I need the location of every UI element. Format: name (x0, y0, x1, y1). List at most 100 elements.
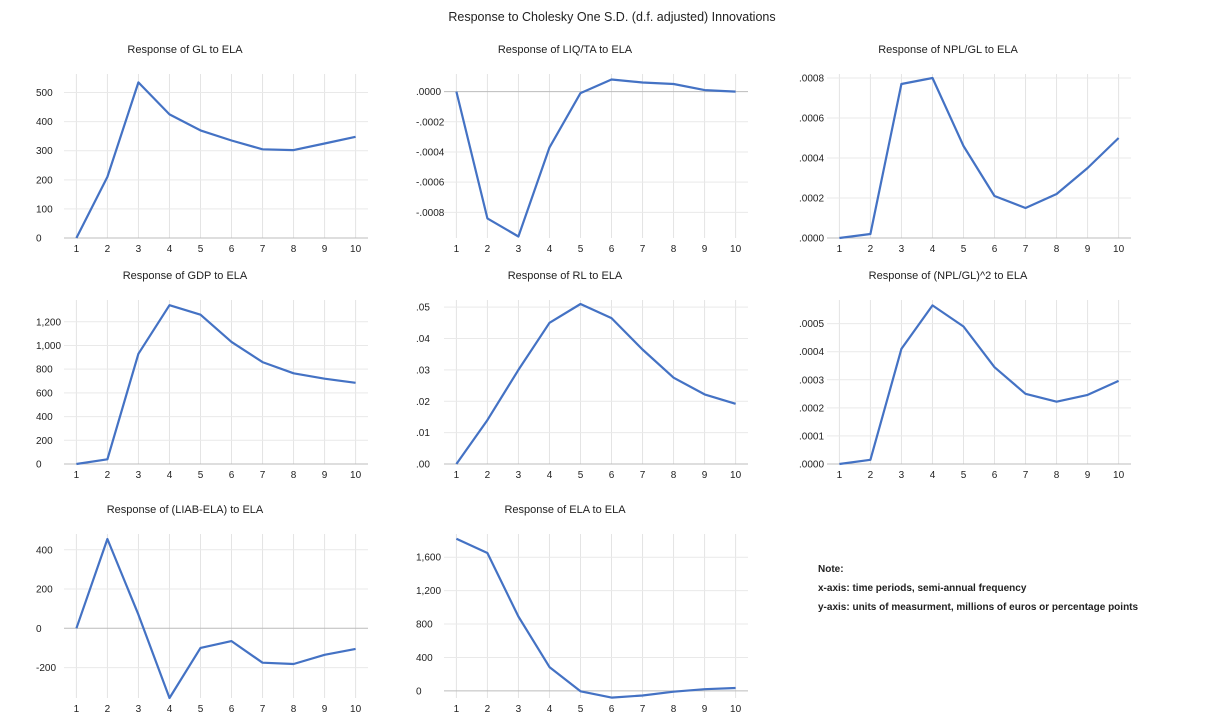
data-point (292, 663, 294, 665)
y-tick-label: -.0004 (416, 147, 445, 158)
x-tick-label: 2 (105, 244, 111, 255)
data-point (734, 687, 736, 689)
y-tick-label: 0 (416, 686, 422, 697)
x-tick-label: 9 (322, 470, 328, 481)
y-tick-label: 500 (36, 88, 53, 99)
y-tick-label: 400 (416, 653, 433, 664)
y-tick-label: 300 (36, 146, 53, 157)
data-point (610, 317, 612, 319)
x-tick-label: 9 (322, 244, 328, 255)
y-tick-label: 400 (36, 545, 53, 556)
x-tick-label: 4 (547, 704, 553, 715)
data-point (486, 217, 488, 219)
data-point (548, 666, 550, 668)
x-tick-label: 8 (671, 704, 677, 715)
data-point (1086, 394, 1088, 396)
data-point (1117, 380, 1119, 382)
y-tick-label: .04 (416, 334, 430, 345)
data-point (261, 148, 263, 150)
x-tick-label: 1 (454, 704, 460, 715)
x-tick-label: 8 (1054, 470, 1060, 481)
data-point (137, 353, 139, 355)
x-tick-label: 1 (837, 470, 843, 481)
series-line (455, 78, 736, 238)
y-tick-label: 1,000 (36, 341, 61, 352)
chart-panel: Response of RL to ELA .00 .01 .02 .03 .04 .05 1… (380, 270, 750, 482)
data-point (869, 459, 871, 461)
chart-panel: Response of LIQ/TA to ELA .0000 -.0002 -.00… (380, 44, 750, 256)
x-tick-label: 6 (229, 704, 235, 715)
data-point (230, 341, 232, 343)
x-tick-label: 4 (167, 244, 173, 255)
series-line (455, 302, 736, 465)
data-point (106, 176, 108, 178)
x-tick-label: 6 (229, 244, 235, 255)
y-tick-label: 1,600 (416, 553, 441, 564)
y-tick-label: 0 (36, 624, 42, 635)
chart-title: Response of GDP to ELA (122, 270, 248, 282)
x-tick-label: 2 (485, 704, 491, 715)
x-tick-label: 2 (105, 704, 111, 715)
data-point (106, 458, 108, 460)
chart-svg: 0 400 800 1,200 1,600 1 2 3 4 5 6 7 8 9 10 (416, 534, 748, 715)
chart-panel: Response of GDP to ELA 0 200 400 600 800 1,000… (0, 270, 370, 482)
x-tick-label: 4 (167, 704, 173, 715)
x-tick-label: 7 (260, 470, 266, 481)
x-tick-label: 2 (868, 470, 874, 481)
data-point (838, 237, 840, 239)
data-point (354, 382, 356, 384)
data-point (838, 463, 840, 465)
y-tick-label: -200 (36, 663, 56, 674)
x-tick-label: 9 (1085, 244, 1091, 255)
x-tick-label: 10 (1113, 470, 1125, 481)
y-tick-label: -.0002 (416, 117, 445, 128)
data-point (993, 195, 995, 197)
x-tick-label: 3 (516, 244, 522, 255)
y-tick-label: -.0008 (416, 208, 445, 219)
y-tick-label: .0004 (799, 154, 824, 165)
data-point (75, 463, 77, 465)
data-point (75, 627, 77, 629)
data-point (230, 139, 232, 141)
y-tick-label: .0008 (799, 74, 824, 85)
data-point (261, 361, 263, 363)
x-tick-label: 8 (291, 470, 297, 481)
data-point (1117, 137, 1119, 139)
data-point (641, 81, 643, 83)
y-tick-label: .0000 (799, 460, 824, 471)
y-tick-label: 0 (36, 460, 42, 471)
data-point (672, 377, 674, 379)
x-tick-label: 8 (671, 244, 677, 255)
data-point (641, 694, 643, 696)
y-tick-label: 1,200 (416, 586, 441, 597)
x-tick-label: 7 (1023, 244, 1029, 255)
chart-svg: -200 0 200 400 1 2 3 4 5 6 7 8 9 10 (36, 534, 368, 715)
data-point (672, 83, 674, 85)
x-tick-label: 1 (74, 704, 80, 715)
data-point (703, 89, 705, 91)
data-point (517, 235, 519, 237)
x-tick-label: 10 (1113, 244, 1125, 255)
x-tick-label: 6 (609, 244, 615, 255)
y-tick-label: 800 (416, 620, 433, 631)
x-tick-label: 7 (260, 704, 266, 715)
note-line-x: x-axis: time periods, semi-annual freque… (818, 583, 1027, 594)
y-tick-label: 100 (36, 204, 53, 215)
data-point (168, 697, 170, 699)
x-tick-label: 3 (136, 470, 142, 481)
x-tick-label: 3 (899, 470, 905, 481)
chart-svg: .0000 .0001 .0002 .0003 .0004 .0005 1 2 3 4 5 6 7 8 9 1… (799, 300, 1131, 481)
y-tick-label: .0004 (799, 347, 824, 358)
x-tick-label: 5 (578, 704, 584, 715)
series-line (75, 81, 356, 239)
y-tick-label: 800 (36, 365, 53, 376)
x-tick-label: 9 (702, 704, 708, 715)
y-tick-label: .0001 (799, 431, 824, 442)
data-point (734, 403, 736, 405)
note-line-y: y-axis: units of measurment, millions of… (818, 602, 1139, 613)
y-tick-label: -.0006 (416, 178, 445, 189)
data-point (354, 648, 356, 650)
x-tick-label: 8 (291, 244, 297, 255)
x-tick-label: 3 (136, 704, 142, 715)
x-tick-label: 9 (1085, 470, 1091, 481)
